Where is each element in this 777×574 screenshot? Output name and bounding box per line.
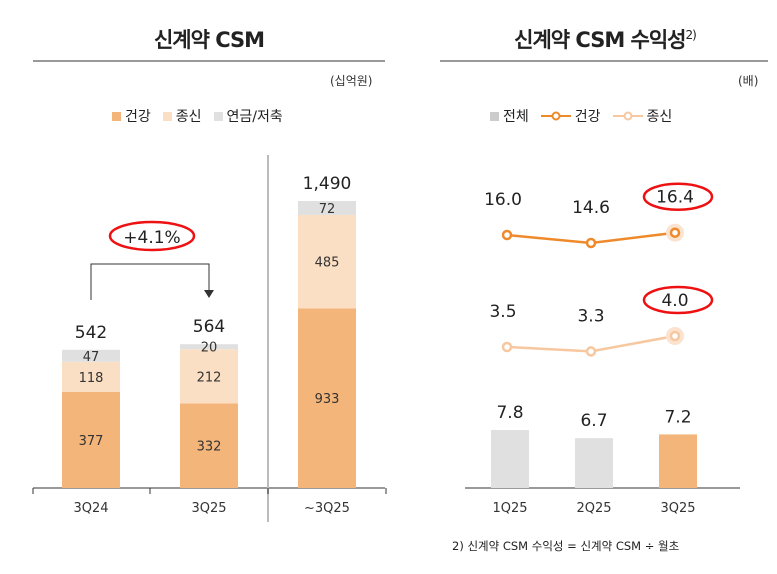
point-종신 bbox=[585, 346, 597, 357]
point-label: 3.5 bbox=[489, 302, 516, 322]
bar-label: 377 bbox=[79, 434, 104, 449]
left-legend: 건강 종신 연금/저축 bbox=[112, 106, 283, 126]
legend-total: 전체 bbox=[503, 109, 529, 125]
legend-swatch-health bbox=[112, 111, 121, 121]
legend-health: 건강 bbox=[125, 109, 151, 125]
total-label: 1,490 bbox=[303, 174, 352, 194]
total-bar-2Q25 bbox=[575, 438, 613, 488]
legend-health-line-icon bbox=[540, 111, 571, 121]
point-label: 4.0 bbox=[661, 291, 688, 311]
right-title-sup: 2) bbox=[685, 28, 697, 42]
bar-종신-3Q24 bbox=[62, 361, 120, 392]
point-건강 bbox=[669, 227, 681, 238]
growth-annotation: +4.1% bbox=[123, 228, 180, 248]
bar-종신-3Q25 bbox=[180, 349, 238, 404]
highlight-circle bbox=[642, 182, 714, 211]
right-chart-title: 신계약 CSM 수익성2) bbox=[440, 24, 770, 54]
left-unit: (십억원) bbox=[330, 74, 373, 88]
point-건강 bbox=[501, 229, 513, 241]
bar-label: 933 bbox=[315, 392, 340, 407]
growth-bracket bbox=[90, 263, 210, 300]
legend-jongsin-line: 종신 bbox=[646, 109, 673, 125]
bar-label: 20 bbox=[201, 341, 218, 356]
bar-label: 72 bbox=[319, 202, 336, 217]
highlight-circle bbox=[108, 220, 196, 252]
bar-종신-~3Q25 bbox=[298, 214, 356, 309]
legend-health-line: 건강 bbox=[574, 109, 601, 125]
total-bar-label: 7.8 bbox=[496, 403, 523, 423]
point-종신 bbox=[501, 341, 513, 353]
bar-label: 118 bbox=[79, 371, 104, 386]
legend-swatch-annuity bbox=[213, 111, 223, 121]
x-tick: 1Q25 bbox=[492, 501, 527, 516]
total-bar-1Q25 bbox=[491, 429, 529, 488]
bar-label: 212 bbox=[197, 370, 222, 385]
x-tick: ~3Q25 bbox=[304, 501, 350, 516]
footnote: 2) 신계약 CSM 수익성 = 신계약 CSM ÷ 월초 bbox=[452, 539, 680, 553]
bar-연금/저축-3Q25 bbox=[180, 344, 238, 350]
total-label: 564 bbox=[193, 317, 225, 337]
bar-건강-3Q24 bbox=[62, 391, 120, 488]
right-title-text: 신계약 CSM 수익성 bbox=[514, 28, 686, 52]
x-tick: 3Q25 bbox=[660, 501, 695, 516]
right-unit: (배) bbox=[738, 74, 759, 88]
x-tick: 3Q24 bbox=[73, 501, 108, 516]
legend-annuity: 연금/저축 bbox=[226, 109, 283, 125]
bar-연금/저축-~3Q25 bbox=[298, 201, 356, 215]
right-legend: 전체 건강 종신 bbox=[490, 106, 672, 126]
total-bar-label: 6.7 bbox=[580, 411, 607, 431]
bar-연금/저축-3Q24 bbox=[62, 349, 120, 362]
right-title-rule bbox=[440, 60, 768, 62]
point-종신 bbox=[669, 330, 681, 342]
left-chart-title: 신계약 CSM bbox=[153, 28, 265, 52]
total-label: 542 bbox=[75, 323, 107, 343]
bar-건강-~3Q25 bbox=[298, 308, 356, 488]
highlight-circle bbox=[642, 285, 714, 315]
point-label: 14.6 bbox=[572, 198, 610, 218]
point-건강 bbox=[585, 237, 597, 249]
point-label: 16.4 bbox=[656, 188, 694, 208]
bar-label: 47 bbox=[83, 350, 100, 365]
bar-건강-3Q25 bbox=[180, 403, 238, 488]
bar-label: 485 bbox=[315, 256, 340, 271]
legend-jongsin-line-icon bbox=[612, 111, 643, 121]
total-bar-3Q25 bbox=[659, 434, 697, 488]
legend-swatch-jongsin bbox=[162, 111, 172, 121]
left-title-rule bbox=[33, 60, 385, 62]
arrow-head-icon bbox=[204, 290, 214, 298]
legend-jongsin: 종신 bbox=[175, 109, 202, 125]
x-tick: 3Q25 bbox=[191, 501, 226, 516]
x-tick: 2Q25 bbox=[576, 501, 611, 516]
legend-swatch-total bbox=[490, 111, 499, 121]
point-label: 3.3 bbox=[577, 306, 604, 326]
total-bar-label: 7.2 bbox=[664, 407, 691, 427]
bar-label: 332 bbox=[197, 440, 222, 455]
point-label: 16.0 bbox=[484, 190, 522, 210]
